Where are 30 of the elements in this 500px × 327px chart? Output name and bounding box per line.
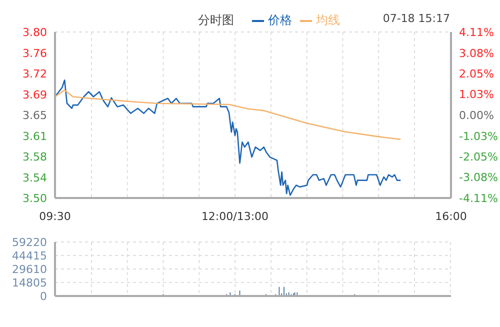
y2-tick-label: -4.11% <box>459 192 498 205</box>
chart-subtitle: 分时图 <box>198 12 234 29</box>
y2-tick-label: 1.03% <box>459 88 494 102</box>
y-tick-label: 0 <box>40 290 47 303</box>
y-tick-label: 3.50 <box>22 192 47 205</box>
y-tick-label: 29610 <box>12 262 47 276</box>
y-tick-label: 44415 <box>12 249 47 262</box>
y2-tick-label: 3.08% <box>459 46 494 60</box>
legend-label: 均线 <box>315 12 340 29</box>
y-tick-label: 3.61 <box>22 130 47 143</box>
y2-tick-label: -1.03% <box>459 130 498 143</box>
y2-tick-label: 0.00% <box>459 109 494 122</box>
y2-tick-label: 2.05% <box>459 68 494 81</box>
y-tick-label: 3.65 <box>22 109 47 122</box>
y-tick-label: 3.76 <box>22 46 47 60</box>
legend-label: 价格 <box>267 12 292 29</box>
y-tick-label: 3.69 <box>22 88 47 102</box>
x-tick-label: 16:00 <box>435 210 467 223</box>
y-tick-label: 59220 <box>12 236 47 249</box>
text: 07-18 15:17 <box>382 12 450 25</box>
y2-tick-label: -3.08% <box>459 171 498 184</box>
y2-tick-label: 4.11% <box>459 26 494 39</box>
y-tick-label: 3.80 <box>22 26 47 39</box>
y-tick-label: 14805 <box>12 276 47 290</box>
y2-tick-label: -2.05% <box>459 150 498 164</box>
y-tick-label: 3.58 <box>22 150 47 164</box>
x-tick-label: 12:00/13:00 <box>201 210 269 223</box>
y-tick-label: 3.54 <box>22 171 47 184</box>
y-tick-label: 3.72 <box>22 68 47 80</box>
x-tick-label: 09:30 <box>39 210 71 223</box>
